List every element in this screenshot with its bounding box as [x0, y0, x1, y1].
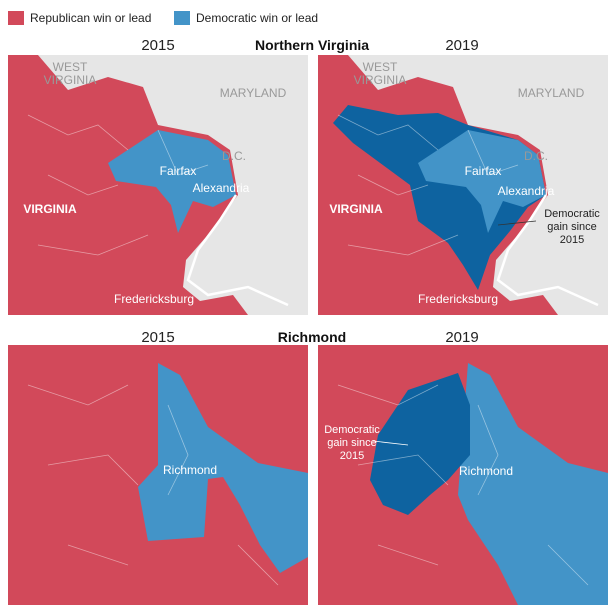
map-label: Fredericksburg — [114, 292, 194, 306]
annotation: gain since — [547, 221, 597, 233]
map-label: Fairfax — [465, 164, 502, 178]
boundaries — [337, 114, 519, 256]
legend-label: Republican win or lead — [30, 11, 151, 25]
map-label: Richmond — [163, 463, 217, 477]
boundaries — [337, 384, 589, 586]
annotation: Democratic — [324, 424, 380, 436]
leader-line — [372, 440, 409, 446]
map-label: MARYLAND — [220, 86, 287, 100]
map-label: VIRGINIA — [354, 73, 407, 87]
annotation: Democratic — [544, 208, 600, 220]
legend-swatch — [8, 11, 24, 25]
legend-label: Democratic win or lead — [196, 11, 318, 25]
map-panel: Richmond — [8, 345, 308, 605]
section-title: Richmond — [278, 329, 346, 345]
annotation: 2015 — [340, 450, 364, 462]
annotation: 2015 — [560, 234, 584, 246]
democratic-area — [108, 130, 236, 233]
legend-swatch — [174, 11, 190, 25]
map-panel: WEST VIRGINIA MARYLAND D.C. Fairfax Alex… — [318, 55, 608, 315]
leader-line — [497, 220, 537, 226]
river — [496, 194, 599, 307]
map-label: Richmond — [459, 464, 513, 478]
map-label: WEST — [363, 60, 398, 74]
boundaries — [27, 384, 279, 586]
map-label: VIRGINIA — [23, 202, 77, 216]
republican-area — [8, 55, 248, 315]
democratic-area — [458, 363, 608, 605]
democratic-area — [418, 130, 546, 233]
map-panel: Richmond Democratic gain since 2015 — [318, 345, 608, 605]
year-label: 2015 — [141, 329, 174, 346]
boundaries — [27, 114, 209, 256]
map-label: Alexandria — [498, 184, 555, 198]
river — [186, 194, 289, 307]
map-label: Fredericksburg — [418, 292, 498, 306]
map-label: Fairfax — [160, 164, 197, 178]
democratic-gain-area — [370, 373, 470, 515]
map-panel: WEST VIRGINIA MARYLAND D.C. Fairfax Alex… — [8, 55, 308, 315]
annotation: gain since — [327, 437, 377, 449]
year-label: 2015 — [141, 37, 174, 54]
map-label: MARYLAND — [518, 86, 585, 100]
map-label: VIRGINIA — [329, 202, 383, 216]
year-label: 2019 — [445, 329, 478, 346]
section-title: Northern Virginia — [255, 37, 369, 53]
map-label: VIRGINIA — [44, 73, 97, 87]
map-label: D.C. — [222, 149, 246, 163]
year-label: 2019 — [445, 37, 478, 54]
map-label: WEST — [53, 60, 88, 74]
map-label: Alexandria — [193, 181, 250, 195]
democratic-area — [138, 363, 308, 573]
map-label: D.C. — [524, 149, 548, 163]
